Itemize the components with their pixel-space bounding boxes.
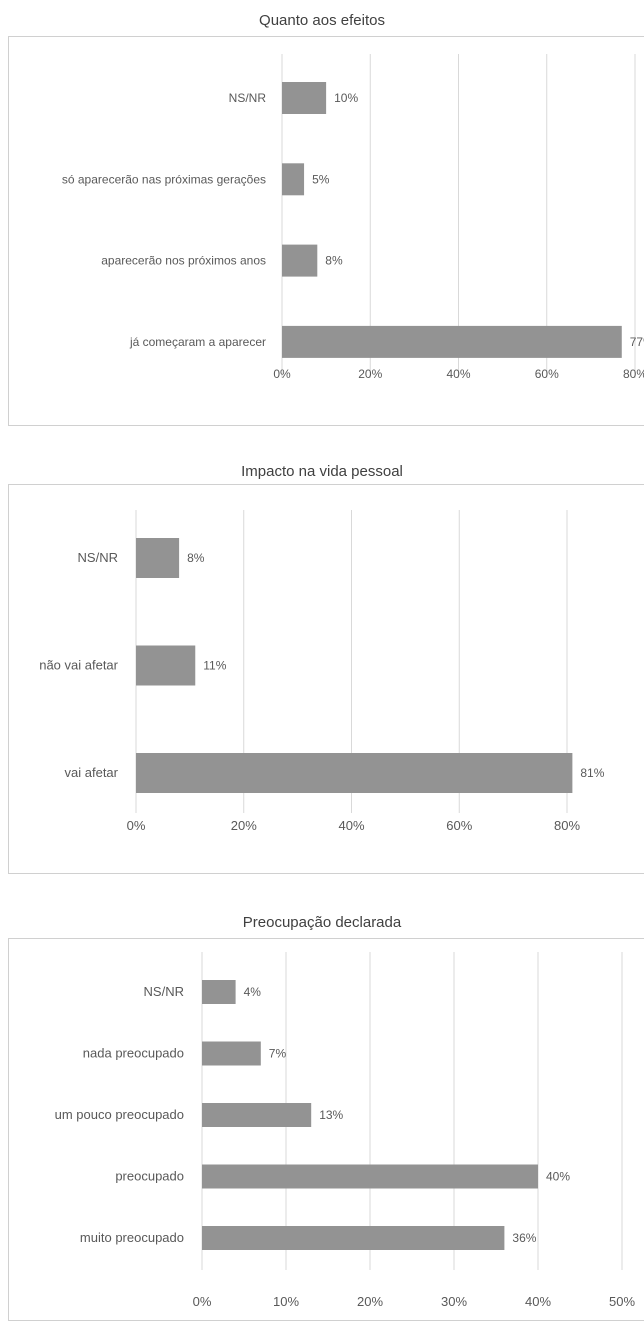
chart-frame	[8, 484, 644, 874]
x-tick-label: 0%	[127, 818, 146, 833]
category-label: nada preocupado	[83, 1046, 184, 1061]
x-tick-label: 20%	[357, 1294, 383, 1309]
bar	[282, 244, 318, 277]
x-tick-label: 80%	[554, 818, 580, 833]
data-label: 4%	[244, 985, 262, 999]
plot-personal-impact: 0% 20% 40% 60% 80% NS/NR 8% não vai afetar 11% va…	[39, 510, 605, 833]
data-label: 77%	[630, 335, 644, 349]
chart-personal-impact: Impacto na vida pessoal 0% 20% 40% 60% 80% NS…	[8, 463, 644, 874]
data-label: 10%	[334, 91, 358, 105]
data-label: 36%	[512, 1231, 536, 1245]
x-tick-label: 80%	[623, 367, 644, 381]
x-tick-label: 20%	[358, 367, 382, 381]
category-label: não vai afetar	[39, 658, 118, 673]
bar	[136, 753, 573, 793]
bar	[202, 1103, 312, 1127]
bar	[282, 325, 622, 358]
chart-title: Preocupação declarada	[242, 914, 402, 931]
data-label: 13%	[319, 1108, 343, 1122]
data-label: 5%	[312, 172, 330, 186]
bar	[202, 980, 236, 1004]
x-tick-label: 0%	[273, 367, 291, 381]
category-label: preocupado	[115, 1169, 184, 1184]
bar	[202, 1041, 261, 1066]
bar	[282, 82, 327, 114]
data-label: 8%	[325, 254, 343, 268]
category-label: NS/NR	[144, 984, 184, 999]
data-label: 40%	[546, 1170, 570, 1184]
x-tick-label: 60%	[535, 367, 559, 381]
data-label: 11%	[203, 659, 226, 673]
x-tick-label: 30%	[441, 1294, 467, 1309]
category-label: NS/NR	[229, 91, 267, 105]
x-tick-label: 40%	[446, 367, 470, 381]
x-tick-label: 10%	[273, 1294, 299, 1309]
x-tick-label: 50%	[609, 1294, 635, 1309]
chart-frame	[8, 36, 644, 426]
x-tick-label: 20%	[231, 818, 257, 833]
bar	[282, 163, 305, 196]
category-label: muito preocupado	[80, 1230, 184, 1245]
x-tick-label: 0%	[193, 1294, 212, 1309]
chart-title: Quanto aos efeitos	[259, 12, 385, 29]
category-label: NS/NR	[78, 550, 118, 565]
category-label: vai afetar	[65, 765, 119, 780]
bar	[136, 645, 196, 686]
category-label: um pouco preocupado	[55, 1107, 184, 1122]
category-label: já começaram a aparecer	[129, 335, 266, 349]
chart-effects: Quanto aos efeitos 0% 20% 40% 60% 80% NS/NR 10…	[0, 0, 644, 430]
data-label: 81%	[580, 766, 604, 780]
data-label: 8%	[187, 551, 205, 565]
bar	[202, 1226, 505, 1250]
x-tick-label: 40%	[525, 1294, 551, 1309]
category-label: aparecerão nos próximos anos	[101, 254, 266, 268]
x-tick-label: 40%	[338, 818, 364, 833]
data-label: 7%	[269, 1047, 287, 1061]
bar	[136, 538, 180, 578]
bar	[202, 1164, 538, 1189]
plot-effects: 0% 20% 40% 60% 80% NS/NR 10% só aparecerão nas …	[62, 54, 644, 381]
chart-title: Impacto na vida pessoal	[241, 463, 403, 480]
category-label: só aparecerão nas próximas gerações	[62, 172, 266, 186]
x-tick-label: 60%	[446, 818, 472, 833]
